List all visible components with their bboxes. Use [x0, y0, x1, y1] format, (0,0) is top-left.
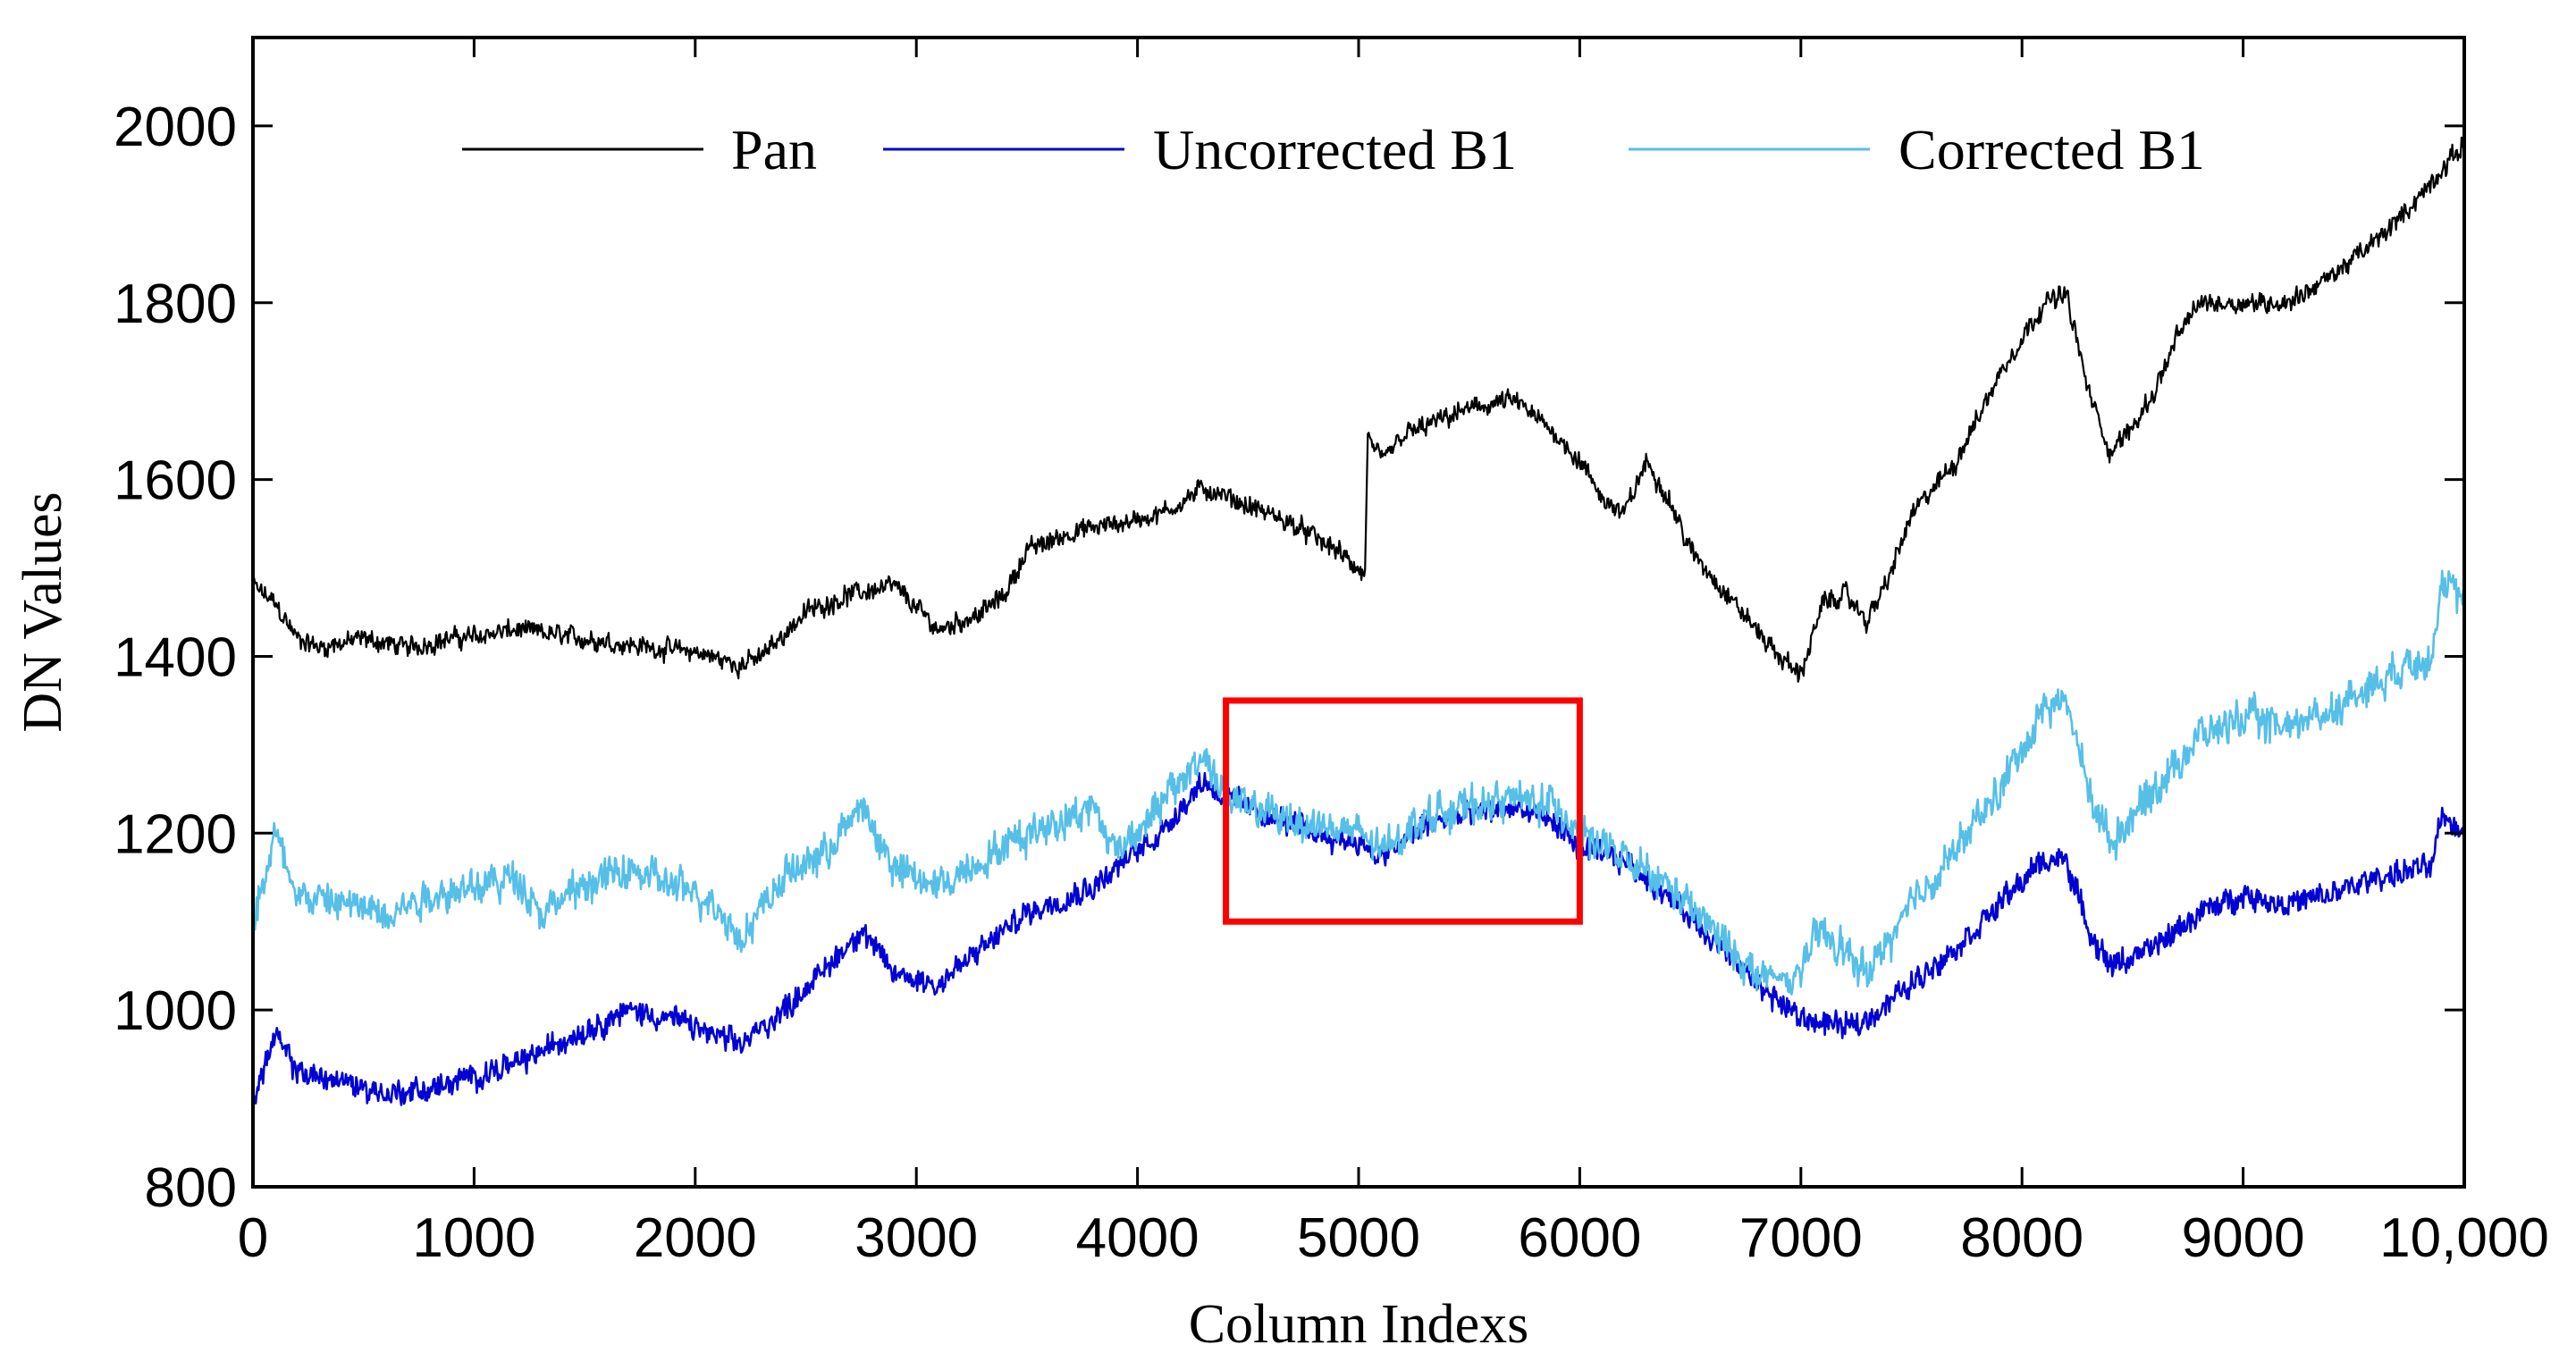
y-tick-label: 1400 [114, 626, 237, 688]
y-tick-label: 1800 [114, 273, 237, 335]
legend-label: Uncorrected B1 [1153, 118, 1517, 181]
legend-item: Pan [462, 118, 817, 181]
x-tick-label: 7000 [1739, 1207, 1863, 1269]
legend-item: Corrected B1 [1629, 118, 2205, 181]
x-tick-label: 3000 [854, 1207, 978, 1269]
series-line-corrected-b1 [253, 569, 2464, 996]
series-line-uncorrected-b1 [253, 771, 2464, 1106]
legend-label: Corrected B1 [1898, 118, 2205, 181]
y-axis-title: DN Values [13, 492, 73, 732]
y-tick-label: 800 [145, 1157, 237, 1219]
x-tick-label: 4000 [1076, 1207, 1200, 1269]
legend: Pan Uncorrected B1 Corrected B1 [462, 118, 2205, 181]
tick-layer: 0 1000 2000 3000 4000 5000 6000 7000 8000 9000 10,… [114, 38, 2549, 1269]
legend-item: Uncorrected B1 [883, 118, 1517, 181]
x-axis-title: Column Indexs [1189, 1294, 1529, 1355]
highlight-rectangle [1223, 697, 1583, 925]
y-tick-label: 2000 [114, 97, 237, 158]
y-tick-label: 1000 [114, 980, 237, 1042]
x-tick-label: 0 [238, 1207, 268, 1269]
x-tick-label: 8000 [1960, 1207, 2084, 1269]
series-layer [253, 136, 2464, 1106]
x-tick-label: 2000 [634, 1207, 757, 1269]
y-tick-label: 1200 [114, 803, 237, 865]
annotation-layer [1223, 697, 1583, 925]
x-tick-label: 5000 [1297, 1207, 1420, 1269]
plot-frame [251, 36, 2466, 1189]
legend-label: Pan [731, 118, 817, 181]
x-tick-label: 6000 [1518, 1207, 1641, 1269]
y-tick-label: 1600 [114, 450, 237, 512]
x-tick-label: 9000 [2182, 1207, 2305, 1269]
series-line-pan [253, 136, 2464, 683]
x-tick-label: 10,000 [2379, 1207, 2549, 1269]
x-tick-label: 1000 [412, 1207, 535, 1269]
